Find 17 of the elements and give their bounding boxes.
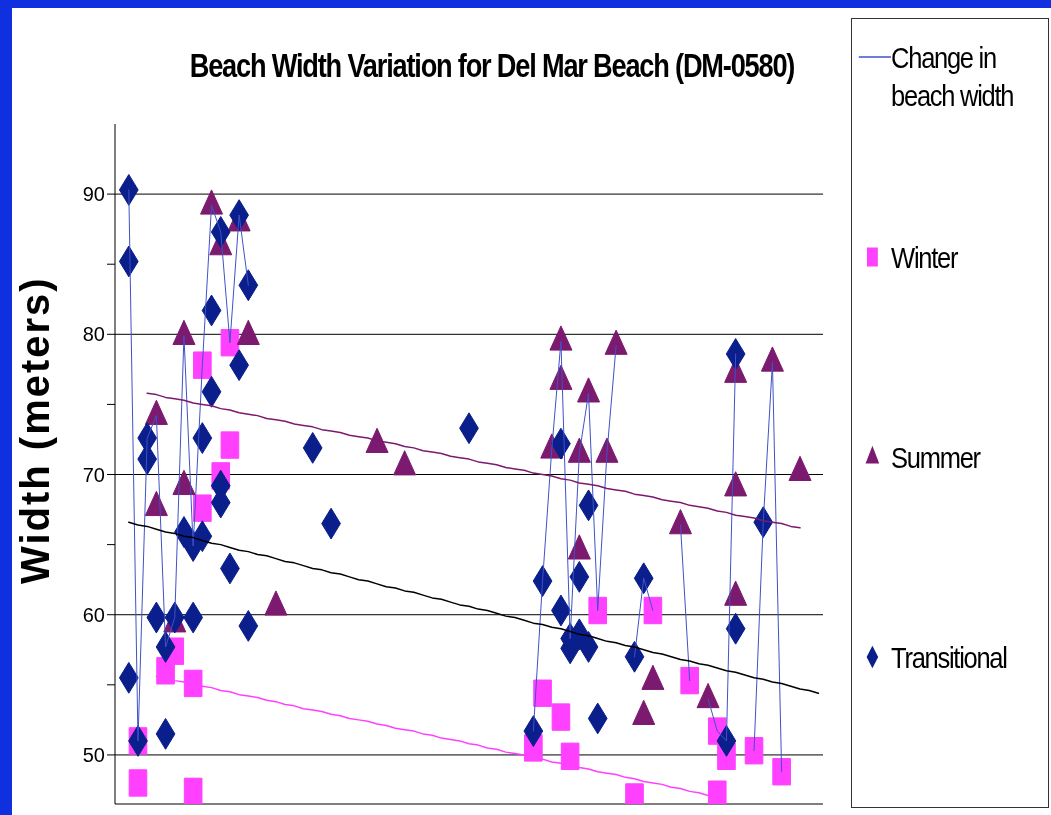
legend-label: Change in beach width xyxy=(891,40,1015,114)
chart-title: Beach Width Variation for Del Mar Beach (DM-0580) xyxy=(188,46,796,85)
y-axis-title: Width (meters) xyxy=(13,276,58,584)
y-tick-label: 60 xyxy=(82,603,105,626)
point xyxy=(220,431,240,459)
legend-label: Winter xyxy=(891,240,959,276)
point xyxy=(128,769,148,797)
point xyxy=(183,777,203,804)
legend-label: Summer xyxy=(891,440,982,476)
point xyxy=(551,703,571,731)
y-tick-label: 90 xyxy=(82,183,105,206)
legend-label: Transitional xyxy=(891,640,1008,676)
line-series xyxy=(146,392,801,529)
point xyxy=(744,737,764,765)
y-tick-label: 80 xyxy=(82,323,105,346)
y-tick-label: 50 xyxy=(82,744,105,767)
y-tick-label: 70 xyxy=(82,463,105,486)
